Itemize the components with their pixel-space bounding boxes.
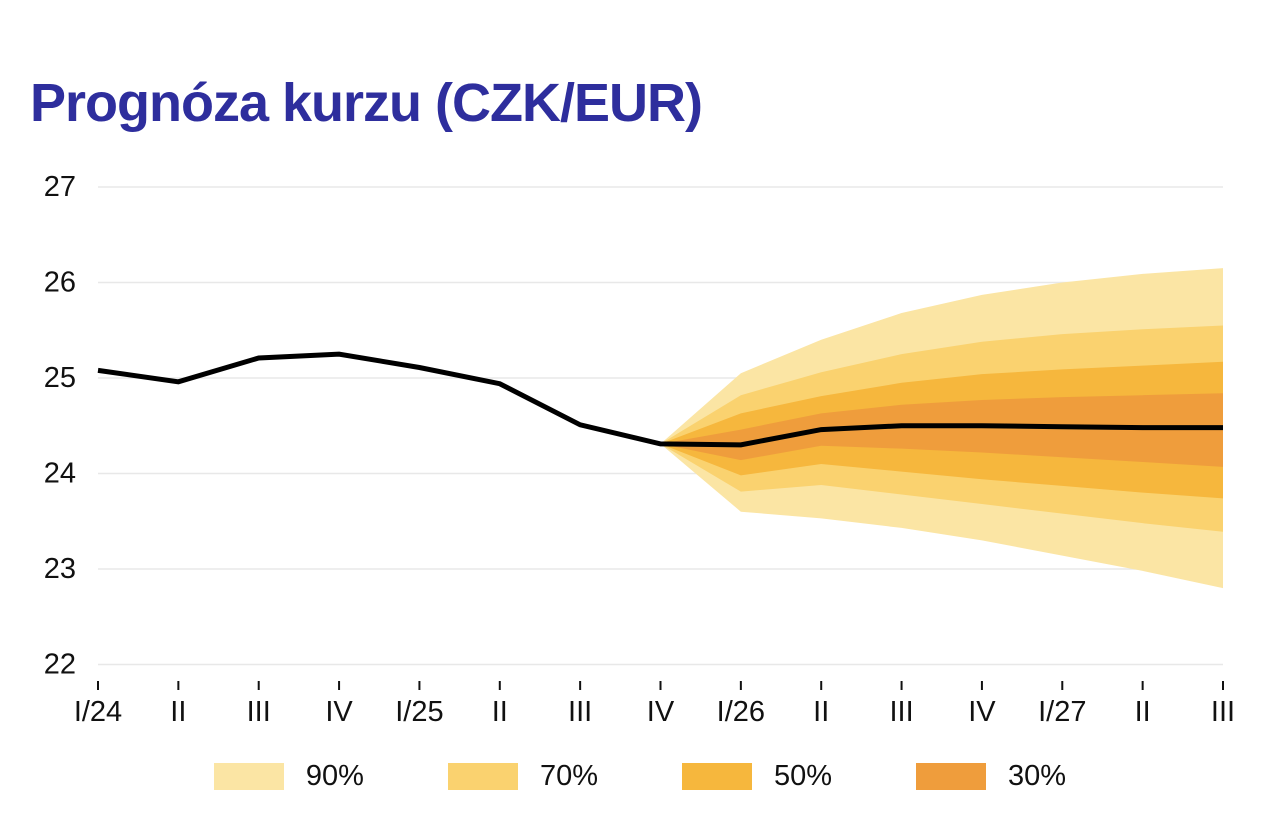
x-axis-label-3: IV: [325, 696, 353, 728]
x-axis-label-0: I/24: [74, 696, 122, 728]
x-axis-label-12: I/27: [1038, 696, 1086, 728]
x-axis-label-8: I/26: [717, 696, 765, 728]
exchange-rate-line: [97, 351, 1223, 448]
x-axis-label-4: I/25: [395, 696, 443, 728]
legend-swatch-30-icon: [916, 763, 987, 790]
legend-item-50: 50%: [682, 760, 832, 793]
legend-label-70: 70%: [539, 760, 598, 792]
x-axis-label-11: IV: [968, 696, 996, 728]
legend-item-30: 30%: [916, 760, 1066, 793]
x-axis-label-5: II: [492, 696, 508, 728]
y-axis-label-23: 23: [44, 553, 76, 585]
confidence-band-30%: [660, 393, 1223, 467]
legend-swatch-70-icon: [447, 763, 518, 790]
page-title: Prognóza kurzu (CZK/EUR): [30, 73, 703, 134]
x-axis-label-2: III: [247, 696, 271, 728]
y-axis-label-26: 26: [44, 267, 76, 299]
x-axis-label-1: II: [170, 696, 186, 728]
legend-swatch-50-icon: [682, 763, 752, 790]
x-axis-label-7: IV: [647, 696, 675, 728]
x-axis-label-10: III: [889, 696, 913, 728]
x-axis-label-6: III: [568, 696, 592, 728]
y-axis-label-22: 22: [44, 649, 76, 681]
legend-item-70: 70%: [447, 760, 598, 793]
y-axis-label-24: 24: [44, 458, 76, 490]
legend-label-90: 90%: [305, 760, 364, 792]
legend-label-50: 50%: [774, 760, 833, 792]
x-axis-label-13: II: [1135, 696, 1151, 728]
y-axis-label-27: 27: [44, 171, 76, 203]
x-axis-label-9: II: [813, 696, 829, 728]
legend-label-30: 30%: [1008, 760, 1067, 792]
x-axis-label-14: III: [1211, 696, 1235, 728]
chart-legend: 90% 70% 50% 30%: [0, 760, 1280, 793]
y-axis-label-25: 25: [44, 362, 76, 394]
legend-swatch-90-icon: [213, 763, 284, 790]
legend-item-90: 90%: [213, 760, 364, 793]
